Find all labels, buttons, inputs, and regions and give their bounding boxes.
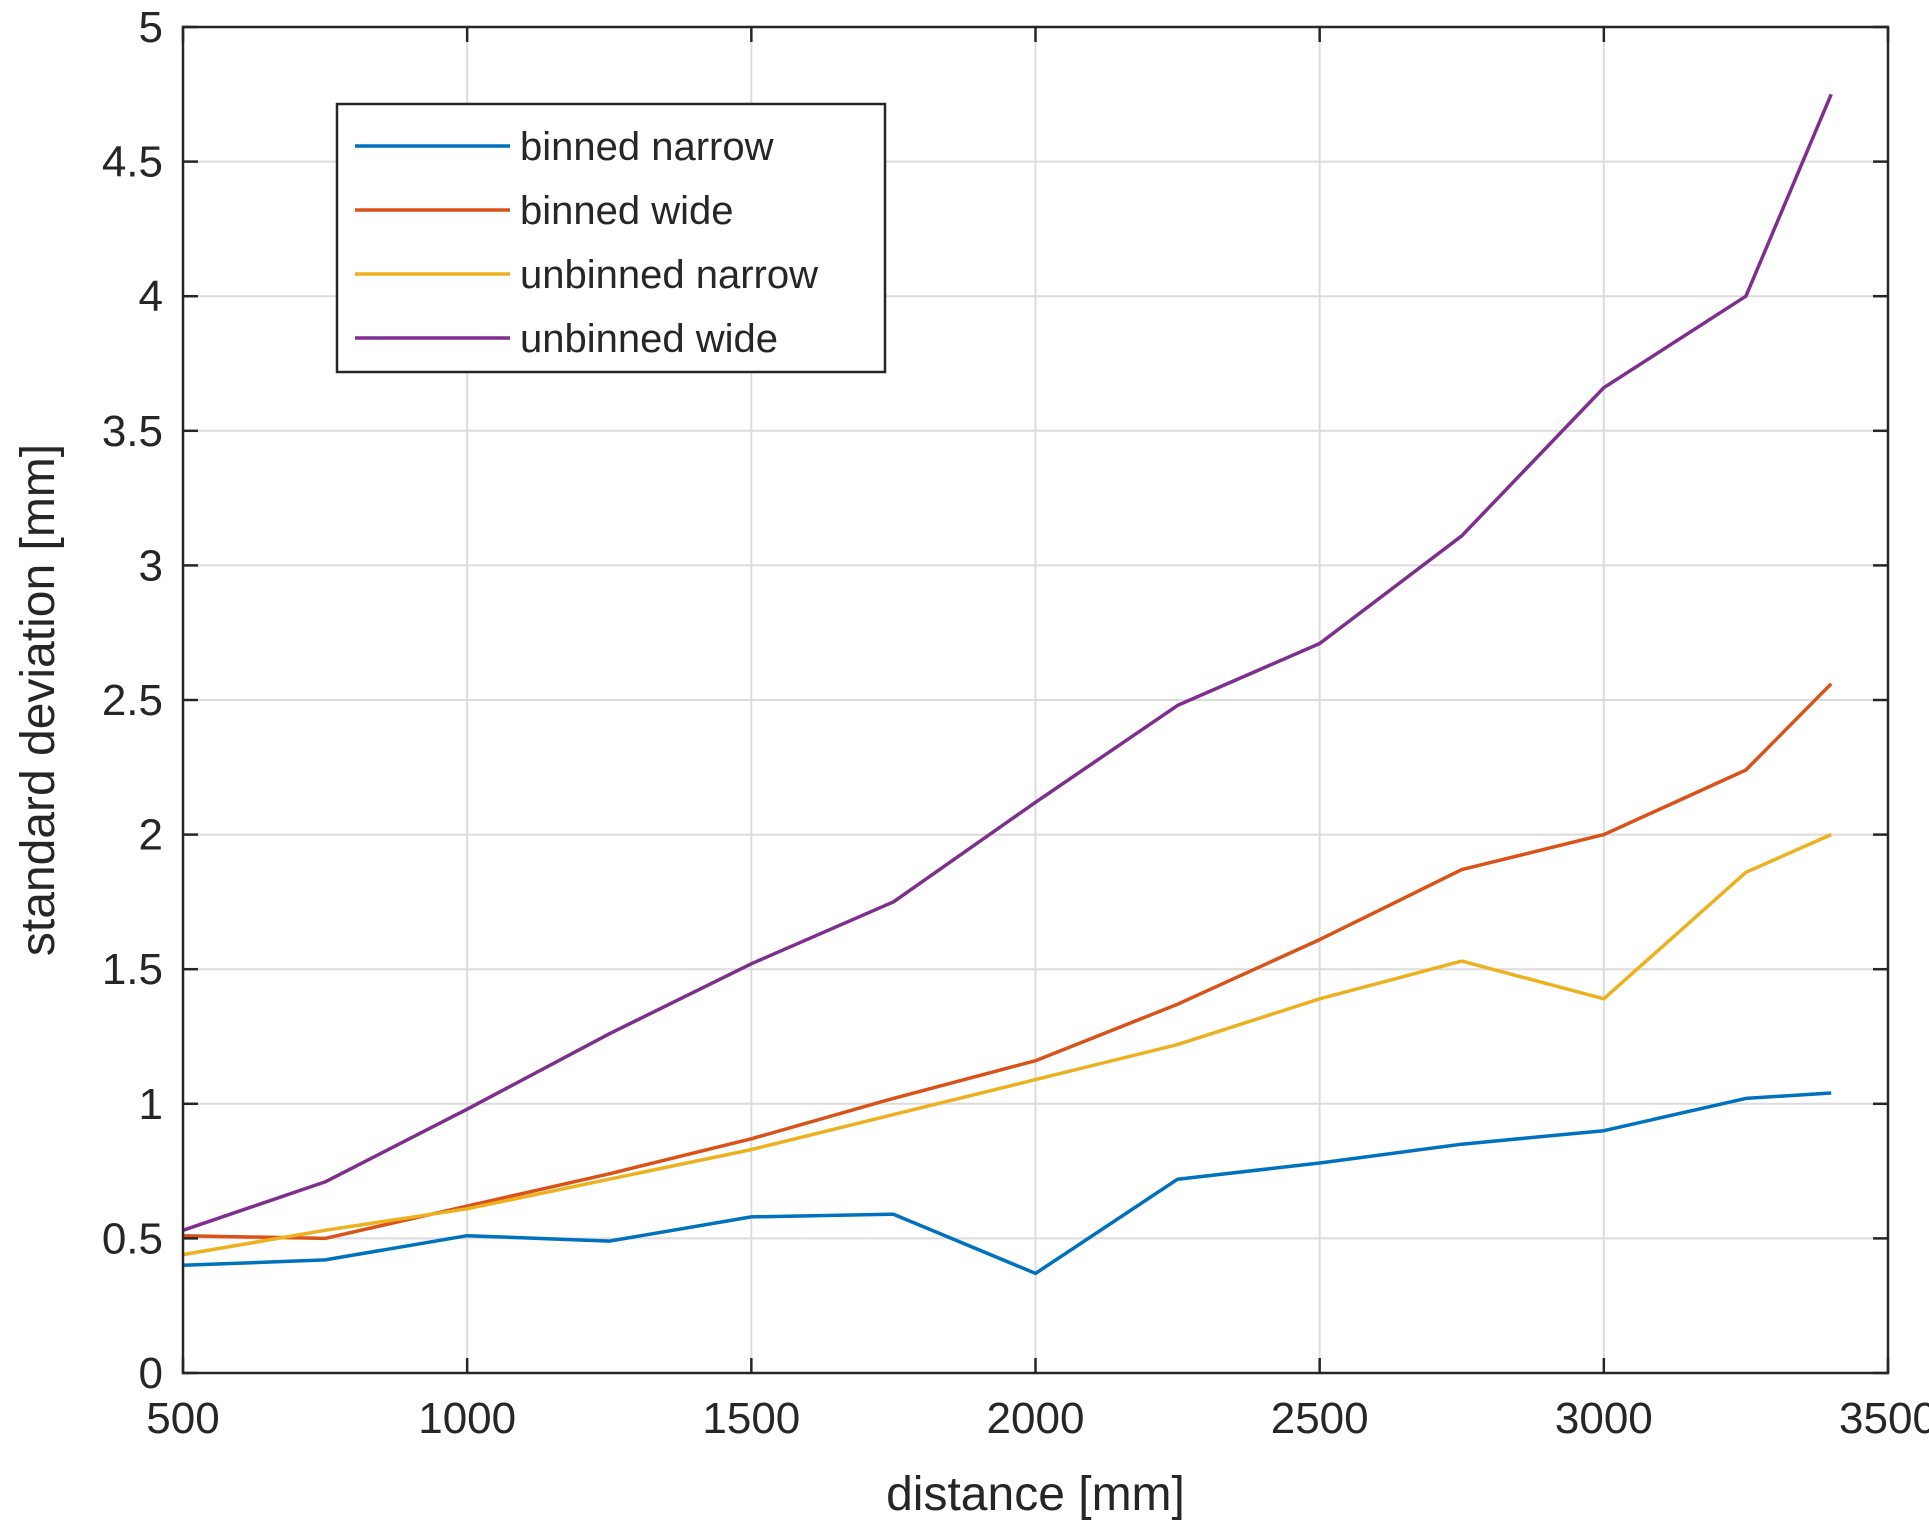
legend-label: binned wide bbox=[520, 189, 734, 233]
y-tick-labels: 0 0.5 1 1.5 2 2.5 3 3.5 4 4.5 5 bbox=[102, 3, 163, 1398]
x-tick-labels: 500 1000 1500 2000 2500 3000 3500 bbox=[146, 1394, 1929, 1443]
legend-box bbox=[335, 102, 887, 374]
series-layer bbox=[182, 93, 1833, 1276]
series-unbinned-narrow bbox=[182, 832, 1832, 1257]
y-tick-label: 3 bbox=[139, 541, 163, 590]
series-unbinned-wide bbox=[182, 93, 1833, 1232]
x-axis-label: distance [mm] bbox=[886, 1468, 1185, 1521]
y-tick-label: 4 bbox=[139, 272, 163, 321]
x-tick-label: 3500 bbox=[1839, 1394, 1929, 1443]
x-tick-label: 1000 bbox=[418, 1394, 516, 1443]
ticks bbox=[181, 25, 1890, 1375]
legend-entry: unbinned wide bbox=[355, 317, 778, 361]
y-tick-label: 4.5 bbox=[102, 138, 163, 187]
x-tick-label: 2000 bbox=[987, 1394, 1085, 1443]
x-tick-label: 500 bbox=[146, 1394, 219, 1443]
series-line bbox=[182, 93, 1833, 1232]
legend: binned narrow binned wide unbinned narrow u… bbox=[335, 102, 887, 374]
x-tick-label: 3000 bbox=[1555, 1394, 1653, 1443]
legend-entry: unbinned narrow bbox=[355, 253, 818, 297]
legend-label: unbinned narrow bbox=[520, 253, 818, 297]
y-tick-label: 2 bbox=[139, 811, 163, 860]
y-axis-label: standard deviation [mm] bbox=[12, 444, 65, 956]
series-binned-wide bbox=[182, 682, 1833, 1241]
y-tick-label: 5 bbox=[139, 3, 163, 52]
y-tick-label: 1 bbox=[139, 1080, 163, 1129]
x-tick-label: 1500 bbox=[702, 1394, 800, 1443]
series-line bbox=[182, 832, 1832, 1257]
series-line bbox=[182, 1091, 1832, 1276]
series-binned-narrow bbox=[182, 1091, 1832, 1276]
series-line bbox=[182, 682, 1833, 1241]
y-tick-label: 0 bbox=[139, 1349, 163, 1398]
legend-label: unbinned wide bbox=[520, 317, 778, 361]
y-tick-label: 0.5 bbox=[102, 1214, 163, 1263]
legend-entry: binned wide bbox=[355, 189, 734, 233]
legend-entry: binned narrow bbox=[355, 125, 774, 169]
y-tick-label: 1.5 bbox=[102, 945, 163, 994]
y-tick-label: 3.5 bbox=[102, 407, 163, 456]
y-tick-label: 2.5 bbox=[102, 676, 163, 725]
legend-label: binned narrow bbox=[520, 125, 774, 169]
x-tick-label: 2500 bbox=[1271, 1394, 1369, 1443]
